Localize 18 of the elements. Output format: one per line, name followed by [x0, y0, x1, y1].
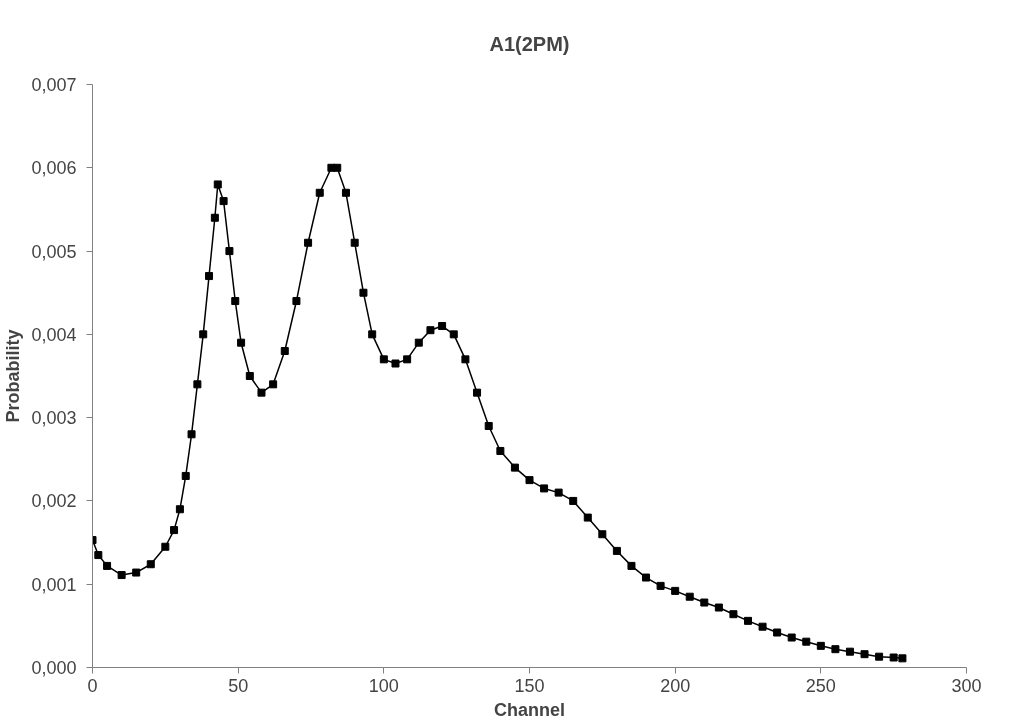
y-tick-label: 0,006: [31, 158, 77, 179]
y-tick-label: 0,000: [31, 658, 77, 678]
y-tick-label: 0,001: [31, 574, 77, 595]
x-tick-label: 150: [514, 675, 545, 696]
y-tick-label: 0,002: [31, 491, 77, 512]
y-tick-label: 0,005: [31, 241, 77, 262]
x-tick-label: 300: [951, 675, 982, 696]
x-tick-label: 0: [87, 675, 98, 696]
x-tick-label: 50: [228, 675, 249, 696]
x-tick-label: 250: [805, 675, 836, 696]
y-axis-title: Probability: [3, 329, 24, 423]
y-tick-label: 0,004: [31, 324, 77, 345]
x-axis-title: Channel: [494, 699, 566, 720]
x-tick-label: 100: [368, 675, 399, 696]
y-tick-label: 0,003: [31, 408, 77, 429]
chart-title: A1(2PM): [489, 32, 570, 55]
x-tick-label: 200: [660, 675, 691, 696]
y-tick-label: 0,007: [31, 75, 77, 95]
